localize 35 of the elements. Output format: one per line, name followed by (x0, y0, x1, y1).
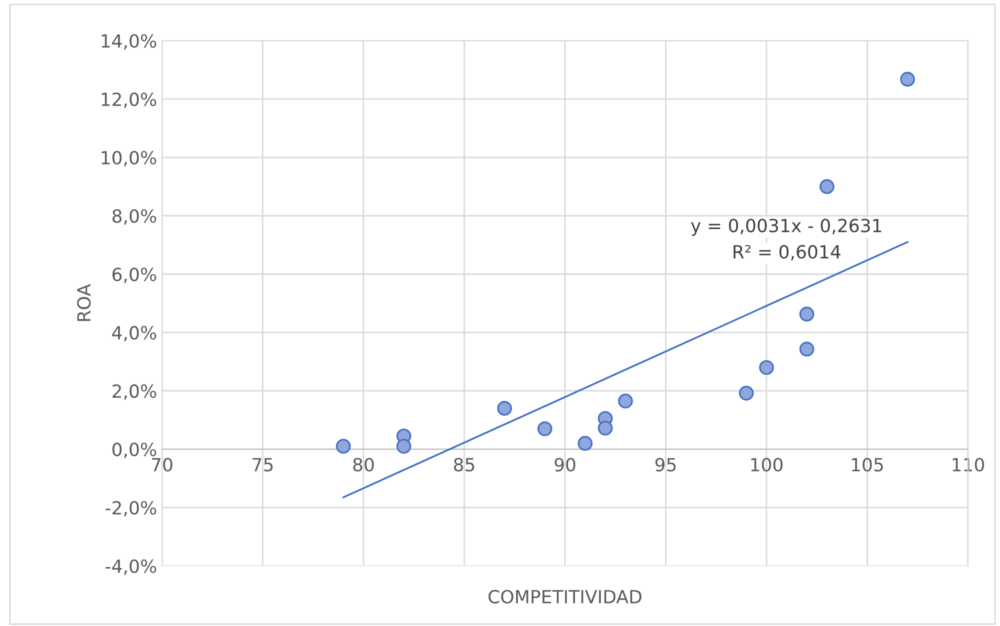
x-tick-label: 70 (152, 458, 172, 472)
point (738, 386, 754, 401)
x-tick-label: 100 (751, 458, 783, 472)
y-axis-title: ROA (77, 284, 91, 321)
y-tick-label: 8,0% (112, 209, 156, 225)
y-tick-label: 0,0% (112, 442, 156, 458)
point (396, 438, 412, 454)
x-tick-label: 85 (454, 458, 474, 472)
annotation: R² = 0,6014 (734, 244, 840, 260)
x-tick-label: 105 (852, 458, 883, 472)
point (799, 342, 814, 357)
point (799, 306, 814, 322)
y-tick-label: -4,0% (106, 559, 156, 575)
y-tick-label: 10,0% (102, 150, 156, 166)
y-tick-label: -2,0% (106, 501, 156, 517)
point (618, 394, 633, 408)
point (900, 72, 915, 87)
y-tick-label: 14,0% (102, 34, 156, 50)
x-tick-label: 90 (554, 458, 576, 472)
annotation: y = 0,0031x - 0,2631 (691, 218, 882, 236)
x-tick-label: 80 (353, 458, 374, 472)
point (537, 421, 552, 436)
y-tick-label: 4,0% (112, 326, 156, 342)
y-tick-label: 6,0% (112, 268, 156, 284)
x-axis-title: COMPETITIVIDAD (488, 590, 642, 604)
point (578, 436, 593, 451)
x-tick-label: 75 (252, 458, 273, 472)
point (598, 420, 613, 436)
point (336, 438, 351, 454)
y-tick-label: 2,0% (112, 384, 156, 400)
point (759, 360, 774, 375)
point (820, 179, 834, 194)
x-tick-label: 95 (655, 458, 676, 472)
y-tick-label: 12,0% (102, 92, 156, 108)
point (497, 400, 512, 416)
